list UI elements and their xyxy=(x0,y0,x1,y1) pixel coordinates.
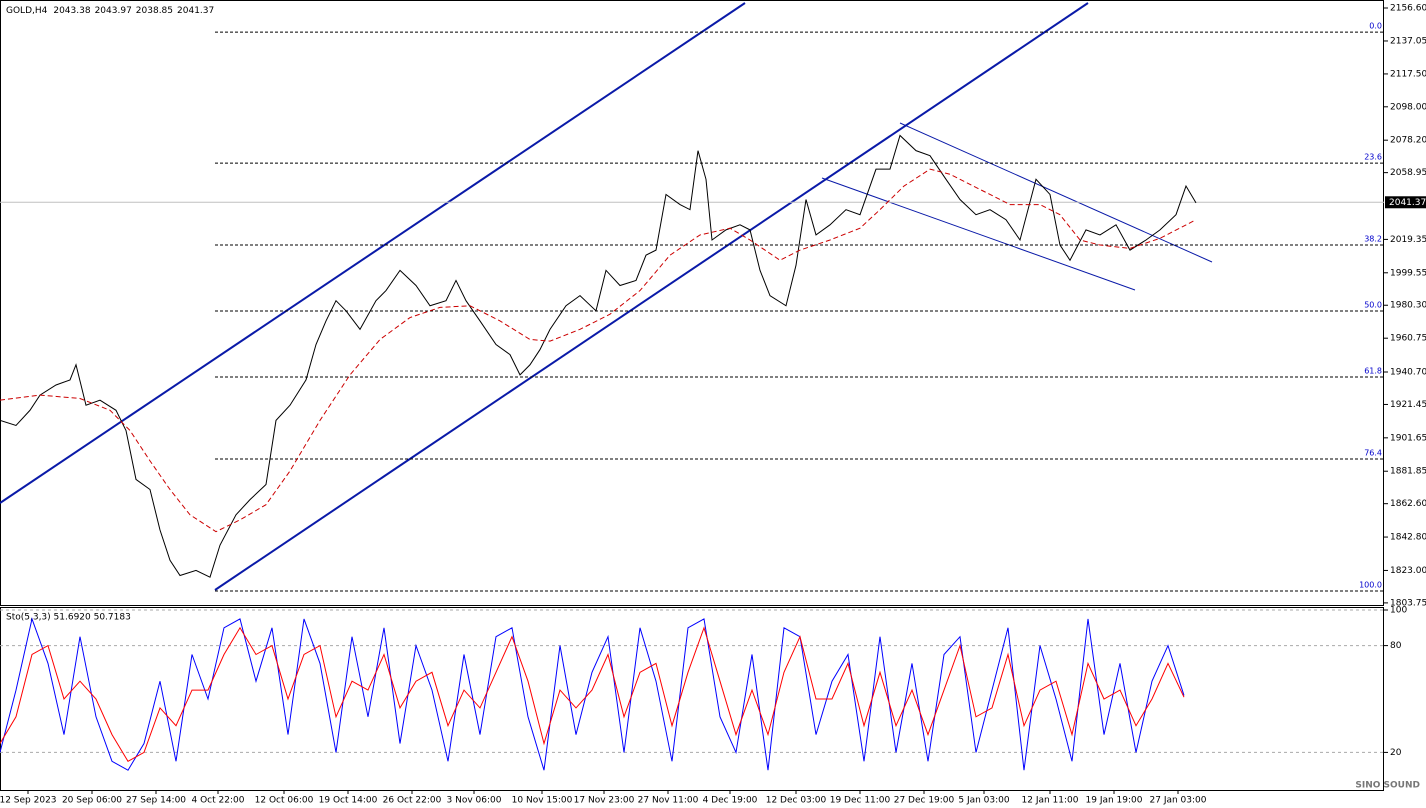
x-tick-label: 12 Dec 03:00 xyxy=(766,796,827,806)
fib-label: 0.0 xyxy=(1369,22,1382,31)
series-line xyxy=(0,134,1197,578)
y-tick-label: 2137.05 xyxy=(1390,36,1426,46)
channel-lower xyxy=(214,2,1089,591)
x-tick-label: 17 Nov 23:00 xyxy=(574,796,635,806)
stochastic-pane xyxy=(0,607,1384,791)
price-pane xyxy=(0,0,1384,606)
x-tick-label: 10 Nov 15:00 xyxy=(512,796,573,806)
x-tick-label: 12 Jan 11:00 xyxy=(1022,796,1079,806)
y-tick-label: 2117.50 xyxy=(1390,69,1426,79)
x-tick-label: 12 Oct 06:00 xyxy=(255,796,314,806)
x-tick-label: 5 Jan 03:00 xyxy=(958,796,1010,806)
y-tick-label: 1940.70 xyxy=(1390,368,1426,378)
fib-label: 61.8 xyxy=(1364,367,1382,376)
y-tick-label: 2098.00 xyxy=(1390,102,1426,112)
ohlc-high: 2043.97 xyxy=(95,6,132,16)
x-tick-label: 20 Sep 06:00 xyxy=(62,796,122,806)
indicator-title: Sto(5,3,3) 51.6920 50.7183 xyxy=(6,613,131,623)
fib-label: 100.0 xyxy=(1359,581,1382,590)
ohlc-low: 2038.85 xyxy=(136,6,173,16)
fib-label: 23.6 xyxy=(1364,153,1382,162)
x-tick-label: 19 Oct 14:00 xyxy=(319,796,378,806)
x-tick-label: 4 Oct 22:00 xyxy=(192,796,245,806)
series-line xyxy=(0,168,1197,533)
y-tick-label: 1921.45 xyxy=(1390,400,1426,410)
y-tick-label: 1999.55 xyxy=(1390,268,1426,278)
x-tick-label: 27 Nov 11:00 xyxy=(638,796,699,806)
y-tick-label: 1842.80 xyxy=(1390,533,1426,543)
fib-label: 38.2 xyxy=(1364,235,1382,244)
fib-label: 50.0 xyxy=(1364,300,1382,309)
y-tick-label: 1803.75 xyxy=(1390,598,1426,608)
y-tick-label: 100 xyxy=(1390,606,1407,616)
x-tick-label: 26 Oct 22:00 xyxy=(383,796,442,806)
x-tick-label: 12 Sep 2023 xyxy=(0,796,57,806)
x-tick-label: 3 Nov 06:00 xyxy=(447,796,502,806)
ohlc-close: 2041.37 xyxy=(177,6,214,16)
down-channel-upper xyxy=(899,122,1213,263)
y-tick-label: 1980.30 xyxy=(1390,301,1426,311)
y-tick-label: 1881.85 xyxy=(1390,467,1426,477)
ohlc-open: 2043.38 xyxy=(53,6,90,16)
y-tick-label: 80 xyxy=(1390,641,1402,651)
x-tick-label: 27 Jan 03:00 xyxy=(1150,796,1207,806)
chart-title: GOLD,H4 2043.38 2043.97 2038.85 2041.37 xyxy=(6,6,214,16)
y-tick-label: 1823.00 xyxy=(1390,566,1426,576)
y-tick-label: 1901.65 xyxy=(1390,433,1426,443)
series-line xyxy=(0,626,1185,762)
x-tick-label: 4 Dec 19:00 xyxy=(703,796,758,806)
trendlines xyxy=(0,2,1213,591)
y-tick-label: 2078.20 xyxy=(1390,136,1426,146)
x-tick-label: 19 Dec 11:00 xyxy=(830,796,891,806)
down-channel-lower xyxy=(821,177,1136,291)
x-tick-label: 19 Jan 19:00 xyxy=(1086,796,1143,806)
y-tick-label: 2156.60 xyxy=(1390,4,1426,14)
y-tick-label: 1862.60 xyxy=(1390,499,1426,509)
last-price-label: 2041.37 xyxy=(1389,198,1426,208)
y-tick-label: 2019.35 xyxy=(1390,235,1426,245)
y-tick-label: 20 xyxy=(1390,748,1402,758)
symbol: GOLD,H4 xyxy=(6,6,48,16)
x-tick-label: 27 Sep 14:00 xyxy=(126,796,186,806)
y-tick-label: 2058.95 xyxy=(1390,168,1426,178)
channel-upper xyxy=(0,2,746,504)
x-tick-label: 27 Dec 19:00 xyxy=(894,796,955,806)
watermark: SINO SOUND xyxy=(1355,781,1420,791)
y-tick-label: 1960.75 xyxy=(1390,334,1426,344)
last-price-box xyxy=(1385,196,1426,209)
fib-label: 76.4 xyxy=(1364,448,1382,457)
